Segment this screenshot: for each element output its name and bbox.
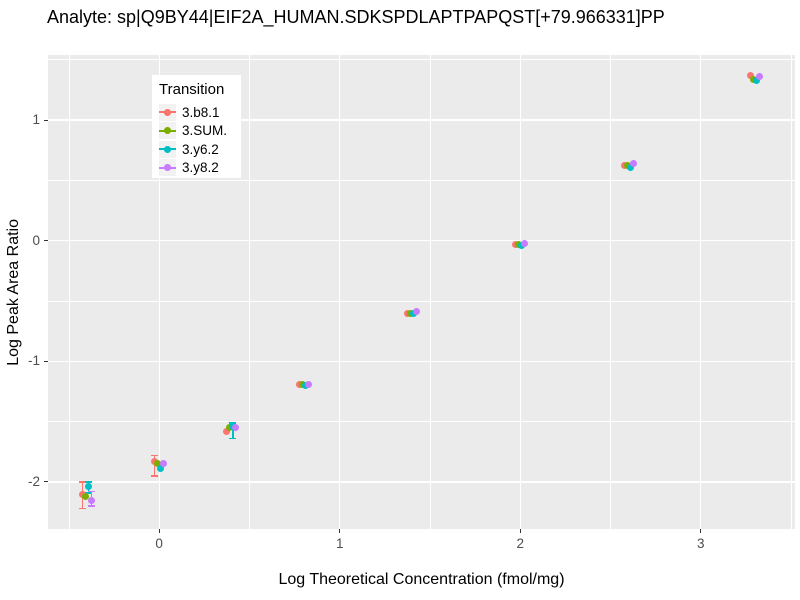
x-axis: 0 1 2 3 xyxy=(48,529,795,559)
legend-box: Transition 3.b8.1 3.SUM. 3.y6.2 3.y8.2 xyxy=(152,75,241,178)
y-tick-mark xyxy=(44,360,48,362)
x-major-gridline xyxy=(339,55,341,529)
legend-item: 3.SUM. xyxy=(159,122,241,141)
error-bar-cap-top xyxy=(84,481,92,483)
error-bar-cap-top xyxy=(229,422,237,424)
y-axis-title-wrap: Log Peak Area Ratio xyxy=(4,55,24,529)
y-minor-gridline xyxy=(48,300,795,302)
x-tick-label: 2 xyxy=(516,536,524,551)
legend-item-label: 3.y8.2 xyxy=(182,160,219,176)
data-point xyxy=(157,465,165,473)
x-major-gridline xyxy=(158,55,160,529)
data-point xyxy=(412,308,420,316)
legend-items: 3.b8.1 3.SUM. 3.y6.2 3.y8.2 xyxy=(152,103,241,177)
y-tick-label: -1 xyxy=(27,353,40,369)
x-tick-mark xyxy=(339,529,341,533)
legend-key-dot xyxy=(164,164,171,172)
x-minor-gridline xyxy=(610,55,611,529)
data-point xyxy=(304,380,312,388)
x-tick-label: 3 xyxy=(697,536,705,551)
data-point xyxy=(629,160,637,168)
y-tick-label: 0 xyxy=(32,232,40,248)
data-point xyxy=(521,239,529,247)
data-point xyxy=(232,424,240,432)
error-bar-cap-top xyxy=(87,490,95,493)
error-bar-cap-bottom xyxy=(229,437,237,440)
x-tick-mark xyxy=(519,529,521,533)
y-minor-gridline xyxy=(48,59,795,61)
error-bar-cap-top xyxy=(78,481,86,483)
legend-key-dot xyxy=(164,108,171,116)
legend-item-label: 3.b8.1 xyxy=(182,104,220,120)
legend-item: 3.y6.2 xyxy=(159,140,241,159)
y-tick-label: -2 xyxy=(27,473,40,489)
y-major-gridline xyxy=(48,240,795,242)
error-bar-cap-bottom xyxy=(78,507,86,510)
legend-item-label: 3.SUM. xyxy=(182,123,228,139)
y-minor-gridline xyxy=(48,180,795,181)
data-point xyxy=(160,460,168,468)
y-major-gridline xyxy=(48,360,795,363)
data-point xyxy=(223,427,231,435)
x-tick-mark xyxy=(158,529,160,533)
x-major-gridline xyxy=(519,55,521,529)
legend-key-dot xyxy=(164,127,171,135)
y-major-gridline xyxy=(48,481,795,483)
legend-item-label: 3.y6.2 xyxy=(182,141,219,157)
legend-key-pointrange-icon xyxy=(159,122,176,140)
y-axis-title: Log Peak Area Ratio xyxy=(5,218,22,366)
x-tick-label: 0 xyxy=(155,536,163,551)
x-minor-gridline xyxy=(790,55,792,529)
error-bar-cap-top xyxy=(151,454,159,457)
data-point xyxy=(746,72,754,79)
y-tick-mark xyxy=(44,240,48,242)
plot-title: Analyte: sp|Q9BY44|EIF2A_HUMAN.SDKSPDLAP… xyxy=(47,7,665,27)
data-point xyxy=(84,483,92,491)
x-axis-title: Log Theoretical Concentration (fmol/mg) xyxy=(278,571,565,588)
x-minor-gridline xyxy=(68,55,70,529)
y-minor-gridline xyxy=(48,421,795,423)
legend-title: Transition xyxy=(159,81,225,98)
data-point xyxy=(87,496,95,504)
legend-key-pointrange-icon xyxy=(159,159,176,177)
y-major-gridline xyxy=(48,119,795,121)
error-bar-line xyxy=(232,422,234,439)
data-point xyxy=(755,73,763,81)
y-tick-mark xyxy=(44,119,48,121)
error-bar-cap-bottom xyxy=(87,505,95,507)
y-axis: 1 0 -1 -2 xyxy=(0,55,48,529)
data-point xyxy=(154,460,162,468)
x-minor-gridline xyxy=(249,55,250,529)
legend-item: 3.b8.1 xyxy=(159,103,241,122)
y-tick-mark xyxy=(44,481,48,483)
legend-key-dot xyxy=(164,145,171,153)
x-major-gridline xyxy=(700,55,702,529)
data-point xyxy=(81,492,89,500)
y-tick-label: 1 xyxy=(32,112,40,128)
legend-item: 3.y8.2 xyxy=(159,159,241,178)
x-minor-gridline xyxy=(429,55,431,529)
data-point xyxy=(752,76,760,84)
error-bar-cap-bottom xyxy=(84,492,92,494)
data-point xyxy=(626,163,634,171)
error-bar-cap-bottom xyxy=(151,475,159,477)
x-tick-label: 1 xyxy=(335,536,344,551)
legend-key-pointrange-icon xyxy=(159,140,176,158)
x-tick-mark xyxy=(700,529,702,533)
legend-key-pointrange-icon xyxy=(159,103,176,121)
